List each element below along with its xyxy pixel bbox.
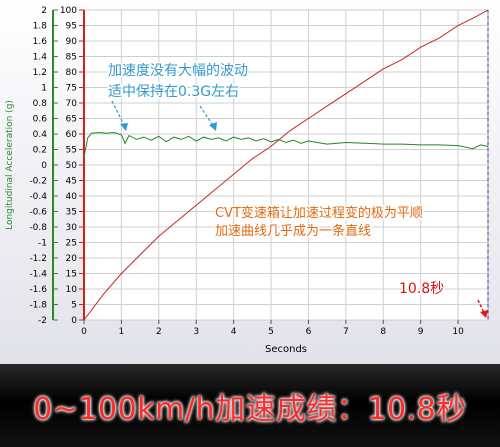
x-tick-label: 5 xyxy=(268,327,274,337)
left-tick-label: -1.2 xyxy=(29,254,47,264)
right-tick-label: 60 xyxy=(66,130,78,140)
left-tick-label: 2 xyxy=(41,6,47,16)
result-banner-text: 0~100km/h加速成绩：10.8秒 xyxy=(33,391,467,427)
right-tick-label: 100 xyxy=(60,6,77,16)
right-tick-label: 25 xyxy=(66,239,77,249)
arrow-to-end-marker xyxy=(477,299,488,318)
annotation-1-arrowhead-left xyxy=(120,123,128,131)
right-tick-label: 65 xyxy=(66,115,77,125)
left-tick-label: -1.8 xyxy=(29,301,47,311)
right-tick-label: 20 xyxy=(66,254,78,264)
x-tick-label: 1 xyxy=(119,327,125,337)
x-tick-label: 8 xyxy=(380,327,386,337)
right-tick-label: 70 xyxy=(66,99,78,109)
left-tick-label: -1.4 xyxy=(29,270,47,280)
left-tick-label: 1 xyxy=(41,84,47,94)
annotation-1-arrow-right xyxy=(199,105,215,128)
x-tick-label: 6 xyxy=(306,327,312,337)
left-tick-label: 0.6 xyxy=(33,115,48,125)
acceleration-line xyxy=(83,131,489,158)
annotation-2-line-2: 加速曲线几乎成为一条直线 xyxy=(215,223,371,239)
x-tick-label: 4 xyxy=(231,327,237,337)
left-tick-label: -1 xyxy=(38,239,47,249)
series-group xyxy=(83,9,489,321)
right-tick-label: 95 xyxy=(66,22,77,32)
left-tick-label: 1.2 xyxy=(33,68,47,78)
right-tick-label: 75 xyxy=(66,84,77,94)
right-axis-ticks: 1009590858075706560555045403530252015105… xyxy=(60,6,84,326)
x-tick-label: 9 xyxy=(418,327,424,337)
right-tick-label: 30 xyxy=(66,223,78,233)
x-tick-label: 3 xyxy=(193,327,199,337)
right-tick-label: 55 xyxy=(66,146,77,156)
left-tick-label: -1.6 xyxy=(29,285,47,295)
annotation-1-line-1: 加速度没有大幅的波动 xyxy=(108,63,248,79)
x-tick-label: 10 xyxy=(452,327,464,337)
right-tick-label: 10 xyxy=(66,285,78,295)
annotation-2-line-1: CVT变速箱让加速过程变的极为平顺 xyxy=(215,205,423,221)
right-tick-label: 85 xyxy=(66,53,77,63)
left-axis-ticks: 2 1.8 1.6 1.4 1.2 1 0.8 0.6 0.4 0.2 0 -0.2 -0.4 -0.6 -… xyxy=(29,6,58,326)
left-tick-label: 1.4 xyxy=(33,53,48,63)
left-tick-label: 0.4 xyxy=(33,130,48,140)
end-value-label: 10.8秒 xyxy=(399,281,444,297)
result-banner: 0~100km/h加速成绩：10.8秒 xyxy=(0,364,500,447)
x-tick-label: 0 xyxy=(81,327,87,337)
x-axis-label: Seconds xyxy=(265,344,307,355)
left-tick-label: -0.8 xyxy=(29,223,47,233)
left-tick-label: -0.4 xyxy=(29,192,47,202)
left-tick-label: 0 xyxy=(41,161,47,171)
y-axis-label: Longitudinal Acceleration (g) xyxy=(5,100,15,230)
left-tick-label: -0.2 xyxy=(29,177,47,187)
left-tick-label: 0.2 xyxy=(33,146,47,156)
right-tick-label: 35 xyxy=(66,208,77,218)
acceleration-chart: 2 1.8 1.6 1.4 1.2 1 0.8 0.6 0.4 0.2 0 -0.2 -0.4 -0.6 -… xyxy=(0,0,500,364)
left-tick-label: 1.6 xyxy=(33,37,48,47)
grid-lines xyxy=(83,9,488,321)
speed-line xyxy=(83,9,489,321)
x-tick-label: 2 xyxy=(156,327,162,337)
right-tick-label: 80 xyxy=(66,68,78,78)
x-tick-label: 7 xyxy=(343,327,349,337)
right-tick-label: 45 xyxy=(66,177,77,187)
left-tick-label: -2 xyxy=(38,316,47,326)
right-tick-label: 0 xyxy=(71,316,77,326)
annotation-1-line-2: 适中保持在0.3G左右 xyxy=(108,84,239,100)
right-tick-label: 90 xyxy=(66,37,78,47)
x-axis-ticks: 0 1 2 3 4 5 6 7 8 9 10 xyxy=(81,320,464,337)
left-tick-label: -0.6 xyxy=(29,208,47,218)
left-tick-label: 0.8 xyxy=(33,99,48,109)
right-tick-label: 5 xyxy=(71,301,77,311)
left-tick-label: 1.8 xyxy=(33,22,48,32)
right-tick-label: 50 xyxy=(66,161,78,171)
right-tick-label: 40 xyxy=(66,192,78,202)
right-tick-label: 15 xyxy=(66,270,77,280)
annotation-1-arrowhead-right xyxy=(209,122,217,131)
